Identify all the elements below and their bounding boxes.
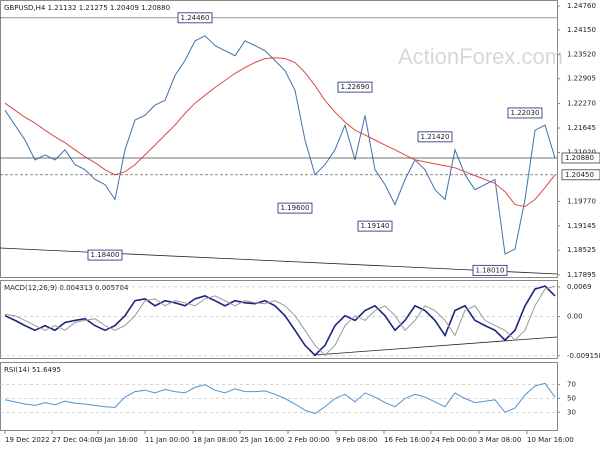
y-tick-label: 1.21020 [567, 149, 596, 157]
series-line [4, 57, 556, 208]
annotation-box [177, 12, 213, 24]
x-tick-label: 2 Feb 00:00 [288, 436, 329, 444]
macd-trendline [314, 336, 558, 356]
annotation-label: 1.21420 [421, 133, 450, 141]
series-line [4, 285, 556, 356]
panel-title: GBPUSD,H4 1.21132 1.21275 1.20409 1.2088… [4, 4, 170, 12]
y-tick-label: 1.22270 [567, 100, 596, 108]
rsi-frame [0, 362, 558, 431]
price-tag [561, 152, 600, 164]
x-tick-label: 11 Jan 00:00 [145, 436, 189, 444]
x-tick-label: 10 Mar 16:00 [527, 436, 574, 444]
annotation-box [337, 81, 373, 93]
price-tag [561, 169, 600, 181]
macd-frame [0, 280, 558, 359]
annotation-box [507, 107, 543, 119]
watermark: ActionForex.com [398, 44, 563, 69]
annotation-label: 1.19140 [361, 222, 390, 230]
x-tick-label: 25 Jan 16:00 [240, 436, 284, 444]
y-tick-label: 1.24760 [567, 2, 596, 10]
annotation-box [472, 264, 508, 276]
y-tick-label: 1.19770 [567, 197, 596, 205]
annotation-box [277, 202, 313, 214]
annotation-label: 1.18010 [476, 266, 505, 274]
x-tick-label: 3 Jan 16:00 [98, 436, 138, 444]
y-tick-label: 1.24150 [567, 26, 596, 34]
x-tick-label: 3 Mar 08:00 [479, 436, 521, 444]
annotation-box [417, 131, 453, 143]
y-tick-label: -0.009158 [567, 352, 600, 360]
annotation-label: 1.19600 [281, 204, 310, 212]
annotation-box [357, 220, 393, 232]
y-tick-label: 70 [567, 381, 576, 389]
price-tag-label: 1.20450 [565, 171, 594, 179]
x-tick-label: 16 Feb 16:00 [384, 436, 430, 444]
y-tick-label: 1.17895 [567, 271, 596, 279]
price-frame [0, 0, 558, 278]
annotation-label: 1.22690 [341, 83, 370, 91]
price-tag-label: 1.20880 [565, 154, 594, 162]
y-tick-label: 0.00 [567, 313, 583, 321]
panel-title: RSI(14) 51.6495 [4, 366, 61, 374]
y-tick-label: 1.21645 [567, 124, 596, 132]
annotation-box [87, 249, 123, 261]
y-tick-label: 50 [567, 394, 576, 402]
annotation-label: 1.22030 [511, 109, 540, 117]
x-tick-label: 27 Dec 04:00 [52, 436, 99, 444]
x-tick-label: 9 Feb 08:00 [336, 436, 377, 444]
series-line [4, 382, 556, 415]
y-tick-label: 1.19145 [567, 222, 596, 230]
panel-title: MACD(12,26,9) 0.004313 0.005704 [4, 284, 129, 292]
annotation-label: 1.24460 [181, 14, 210, 22]
y-tick-label: 30 [567, 408, 576, 416]
y-tick-label: 0.0069 [567, 283, 592, 291]
series-line [4, 285, 556, 357]
x-tick-label: 19 Dec 2022 [5, 436, 50, 444]
y-tick-label: 1.23520 [567, 51, 596, 59]
y-tick-label: 1.22905 [567, 75, 596, 83]
annotation-label: 1.18400 [91, 251, 120, 259]
y-tick-label: 1.18525 [567, 246, 596, 254]
x-tick-label: 24 Feb 00:00 [431, 436, 477, 444]
x-tick-label: 18 Jan 08:00 [193, 436, 237, 444]
